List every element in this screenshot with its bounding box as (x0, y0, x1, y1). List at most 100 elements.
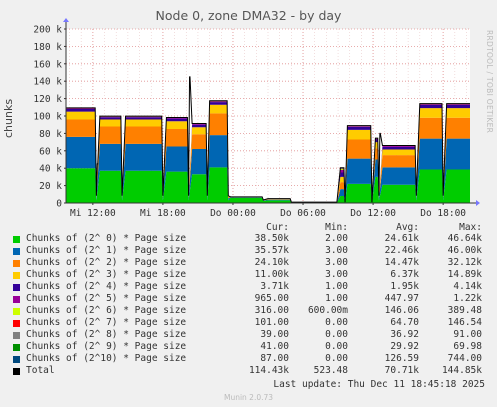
y-tick-label: 180 k (33, 42, 62, 53)
legend-swatch (13, 272, 20, 279)
legend-swatch (13, 332, 20, 339)
legend-row: Chunks of (2^ 6) * Page size 316.00 600.00… (10, 305, 490, 317)
legend-min: 1.00 (325, 293, 348, 304)
legend-avg: 22.46k (384, 245, 419, 256)
legend-cur: 965.00 (254, 293, 289, 304)
stacked-areas (66, 100, 470, 203)
legend-row: Chunks of (2^ 0) * Page size 38.50k 2.00 24… (10, 233, 490, 245)
x-tick-label: Do 06:00 (280, 208, 326, 219)
legend-series-name: Chunks of (2^10) * Page size (26, 353, 187, 364)
legend-header: Cur: Min: Avg: Max: (10, 222, 490, 234)
x-tick-label: Mi 18:00 (140, 208, 186, 219)
legend-swatch (13, 296, 20, 303)
legend-cur: 11.00k (254, 269, 289, 280)
munin-version: Munin 2.0.73 (223, 393, 274, 402)
chart-plot: 0 20 k 40 k 60 k 80 k 100 k 120 k 140 k 160 k 180… (33, 18, 480, 219)
legend-max: 744.00 (447, 353, 482, 364)
rrdtool-watermark: RRDTOOL / TOBI OETIKER (485, 30, 494, 134)
legend-min: 3.00 (325, 269, 348, 280)
legend-max: 144.85k (441, 365, 482, 376)
legend-max: 46.00k (447, 245, 482, 256)
legend-avg: 126.59 (384, 353, 419, 364)
legend-row: Total 114.43k 523.48 70.71k 144.85k (10, 365, 490, 377)
legend-max: 69.98 (453, 341, 482, 352)
area-series (66, 104, 470, 203)
legend-swatch (13, 260, 20, 267)
legend-row: Chunks of (2^ 2) * Page size 24.10k 3.00 14… (10, 257, 490, 269)
legend-max: 4.14k (453, 281, 482, 292)
legend-avg: 70.71k (384, 365, 419, 376)
legend-min: 0.00 (325, 329, 348, 340)
legend-swatch (13, 284, 20, 291)
area-series (66, 113, 470, 203)
y-tick-label: 160 k (33, 59, 62, 70)
legend-row: Chunks of (2^ 4) * Page size 3.71k 1.00 1.9… (10, 281, 490, 293)
legend-series-name: Chunks of (2^ 3) * Page size (26, 269, 187, 280)
legend-cur: 39.00 (260, 329, 289, 340)
legend-min: 3.00 (325, 257, 348, 268)
chart-title: Node 0, zone DMA32 - by day (155, 8, 342, 23)
total-series-line (66, 76, 470, 203)
legend: Chunks of (2^ 0) * Page size 38.50k 2.00 24… (10, 233, 490, 377)
legend-max: 91.00 (453, 329, 482, 340)
legend-cur: 101.00 (254, 317, 289, 328)
legend-cur: 114.43k (248, 365, 289, 376)
legend-avg: 14.47k (384, 257, 419, 268)
y-tick-label: 200 k (33, 25, 62, 36)
legend-min: 0.00 (325, 341, 348, 352)
y-tick-label: 100 k (33, 112, 62, 123)
legend-series-name: Chunks of (2^ 2) * Page size (26, 257, 187, 268)
area-series (66, 102, 470, 203)
header-max: Max: (459, 222, 482, 233)
x-tick-label: Do 12:00 (350, 208, 396, 219)
legend-max: 389.48 (447, 305, 482, 316)
y-tick-label: 120 k (33, 94, 62, 105)
legend-cur: 87.00 (260, 353, 289, 364)
legend-avg: 447.97 (384, 293, 419, 304)
x-tick-label: Do 00:00 (210, 208, 256, 219)
legend-swatch (13, 308, 20, 315)
area-series (66, 101, 470, 203)
legend-max: 32.12k (447, 257, 482, 268)
legend-series-name: Chunks of (2^ 1) * Page size (26, 245, 187, 256)
legend-row: Chunks of (2^ 5) * Page size 965.00 1.00 44… (10, 293, 490, 305)
legend-series-name: Total (26, 365, 55, 376)
y-tick-label: 40 k (39, 164, 62, 175)
legend-avg: 24.61k (384, 233, 419, 244)
legend-swatch (13, 356, 20, 363)
y-axis-arrow (63, 18, 69, 22)
header-cur: Cur: (266, 222, 289, 233)
x-tick-label: Mi 12:00 (70, 208, 116, 219)
y-tick-label: 80 k (39, 129, 62, 140)
legend-min: 600.00m (307, 305, 348, 316)
legend-series-name: Chunks of (2^ 6) * Page size (26, 305, 187, 316)
legend-min: 1.00 (325, 281, 348, 292)
legend-avg: 36.92 (390, 329, 419, 340)
legend-avg: 29.92 (390, 341, 419, 352)
legend-cur: 35.57k (254, 245, 289, 256)
legend-cur: 3.71k (260, 281, 289, 292)
legend-row: Chunks of (2^ 1) * Page size 35.57k 3.00 22… (10, 245, 490, 257)
legend-row: Chunks of (2^ 7) * Page size 101.00 0.00 64… (10, 317, 490, 329)
legend-swatch (13, 320, 20, 327)
legend-max: 1.22k (453, 293, 482, 304)
legend-row: Chunks of (2^ 3) * Page size 11.00k 3.00 6.… (10, 269, 490, 281)
legend-series-name: Chunks of (2^ 9) * Page size (26, 341, 187, 352)
area-series (66, 167, 470, 203)
legend-avg: 146.06 (384, 305, 419, 316)
legend-swatch (13, 368, 20, 375)
x-tick-label: Do 18:00 (420, 208, 466, 219)
legend-max: 14.89k (447, 269, 482, 280)
x-axis-arrow (476, 200, 480, 206)
legend-cur: 41.00 (260, 341, 289, 352)
legend-min: 0.00 (325, 353, 348, 364)
legend-max: 46.64k (447, 233, 482, 244)
legend-series-name: Chunks of (2^ 7) * Page size (26, 317, 187, 328)
last-update: Last update: Thu Dec 11 18:45:18 2025 (273, 379, 485, 390)
legend-avg: 64.70 (390, 317, 419, 328)
legend-row: Chunks of (2^ 9) * Page size 41.00 0.00 29.… (10, 341, 490, 353)
legend-max: 146.54 (447, 317, 482, 328)
legend-min: 523.48 (313, 365, 348, 376)
legend-series-name: Chunks of (2^ 0) * Page size (26, 233, 187, 244)
legend-swatch (13, 344, 20, 351)
